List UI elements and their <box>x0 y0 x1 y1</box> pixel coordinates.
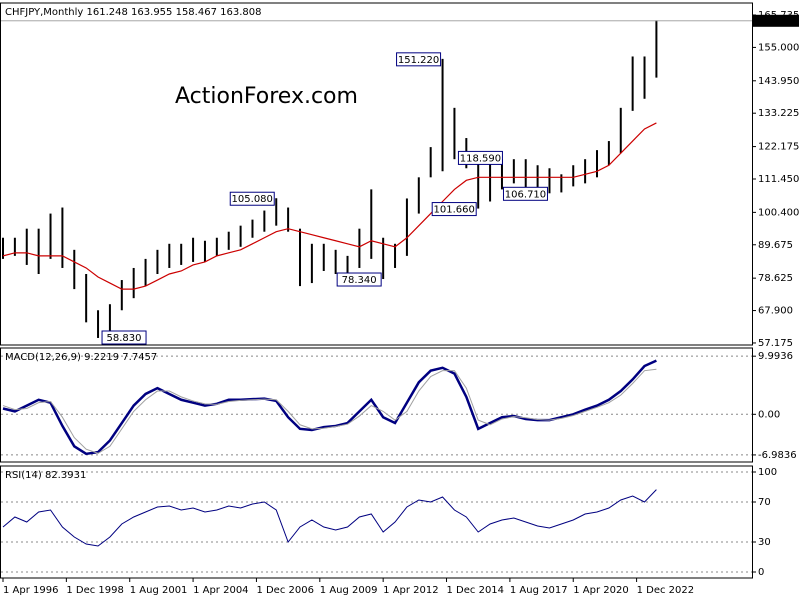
annotation-box <box>229 191 275 206</box>
y-tick-label: 100.400 <box>758 207 799 218</box>
annotation-label: 106.710 <box>505 189 546 200</box>
x-tick-label: 1 Aug 2001 <box>130 585 188 596</box>
last-price-label: 163.808 <box>756 16 797 27</box>
x-tick-label: 1 Dec 2022 <box>637 585 695 596</box>
y-tick-label: 100 <box>758 467 777 478</box>
last-price-tag <box>753 14 799 27</box>
x-tick-label: 1 Dec 2006 <box>256 585 314 596</box>
annotation-label: 58.830 <box>107 333 142 344</box>
moving-average <box>2 122 657 290</box>
x-tick-label: 1 Aug 2017 <box>510 585 568 596</box>
panel-frame <box>0 347 753 463</box>
panel-frame <box>0 465 753 579</box>
indicator-line <box>2 368 657 454</box>
y-tick-label: 155.000 <box>758 42 799 53</box>
annotation-box <box>457 150 503 165</box>
y-tick-label: 111.450 <box>758 174 799 185</box>
x-tick-label: 1 Apr 2012 <box>383 585 438 596</box>
annotation-label: 151.220 <box>398 55 439 66</box>
y-tick-label: 0 <box>758 567 764 578</box>
y-tick-label: 9.9936 <box>758 351 793 362</box>
annotation-label: 78.340 <box>342 275 377 286</box>
annotation-box <box>431 202 477 217</box>
watermark: ActionForex.com <box>175 84 358 109</box>
y-tick-label: 133.225 <box>758 108 799 119</box>
y-tick-label: 30 <box>758 537 771 548</box>
annotation-box <box>336 272 382 287</box>
y-tick-label: 0.00 <box>758 409 780 420</box>
y-tick-label: -6.9836 <box>758 450 797 461</box>
annotation-box <box>101 330 147 345</box>
x-tick-label: 1 Apr 1996 <box>3 585 58 596</box>
x-tick-label: 1 Dec 2014 <box>447 585 505 596</box>
indicator-line <box>2 489 657 547</box>
x-tick-label: 1 Apr 2020 <box>573 585 628 596</box>
annotation-box <box>396 52 442 67</box>
x-tick-label: 1 Aug 2009 <box>320 585 378 596</box>
panel-title: RSI(14) 82.3931 <box>5 470 86 481</box>
y-tick-label: 70 <box>758 497 771 508</box>
annotation-box <box>502 186 548 201</box>
y-tick-label: 143.950 <box>758 76 799 87</box>
y-tick-label: 57.175 <box>758 338 793 349</box>
annotation-label: 118.590 <box>460 153 501 164</box>
panel-frame <box>0 2 753 346</box>
y-tick-label: 78.625 <box>758 273 793 284</box>
annotation-label: 101.660 <box>434 205 475 216</box>
x-tick-label: 1 Apr 2004 <box>193 585 248 596</box>
x-tick-label: 1 Dec 1998 <box>66 585 124 596</box>
panel-title: MACD(12,26,9) 9.2219 7.7457 <box>5 352 157 363</box>
y-tick-label: 89.675 <box>758 240 793 251</box>
annotation-label: 105.080 <box>232 194 273 205</box>
y-tick-label: 67.900 <box>758 306 793 317</box>
panel-title: CHFJPY,Monthly 161.248 163.955 158.467 1… <box>5 7 261 18</box>
y-tick-label: 122.175 <box>758 142 799 153</box>
